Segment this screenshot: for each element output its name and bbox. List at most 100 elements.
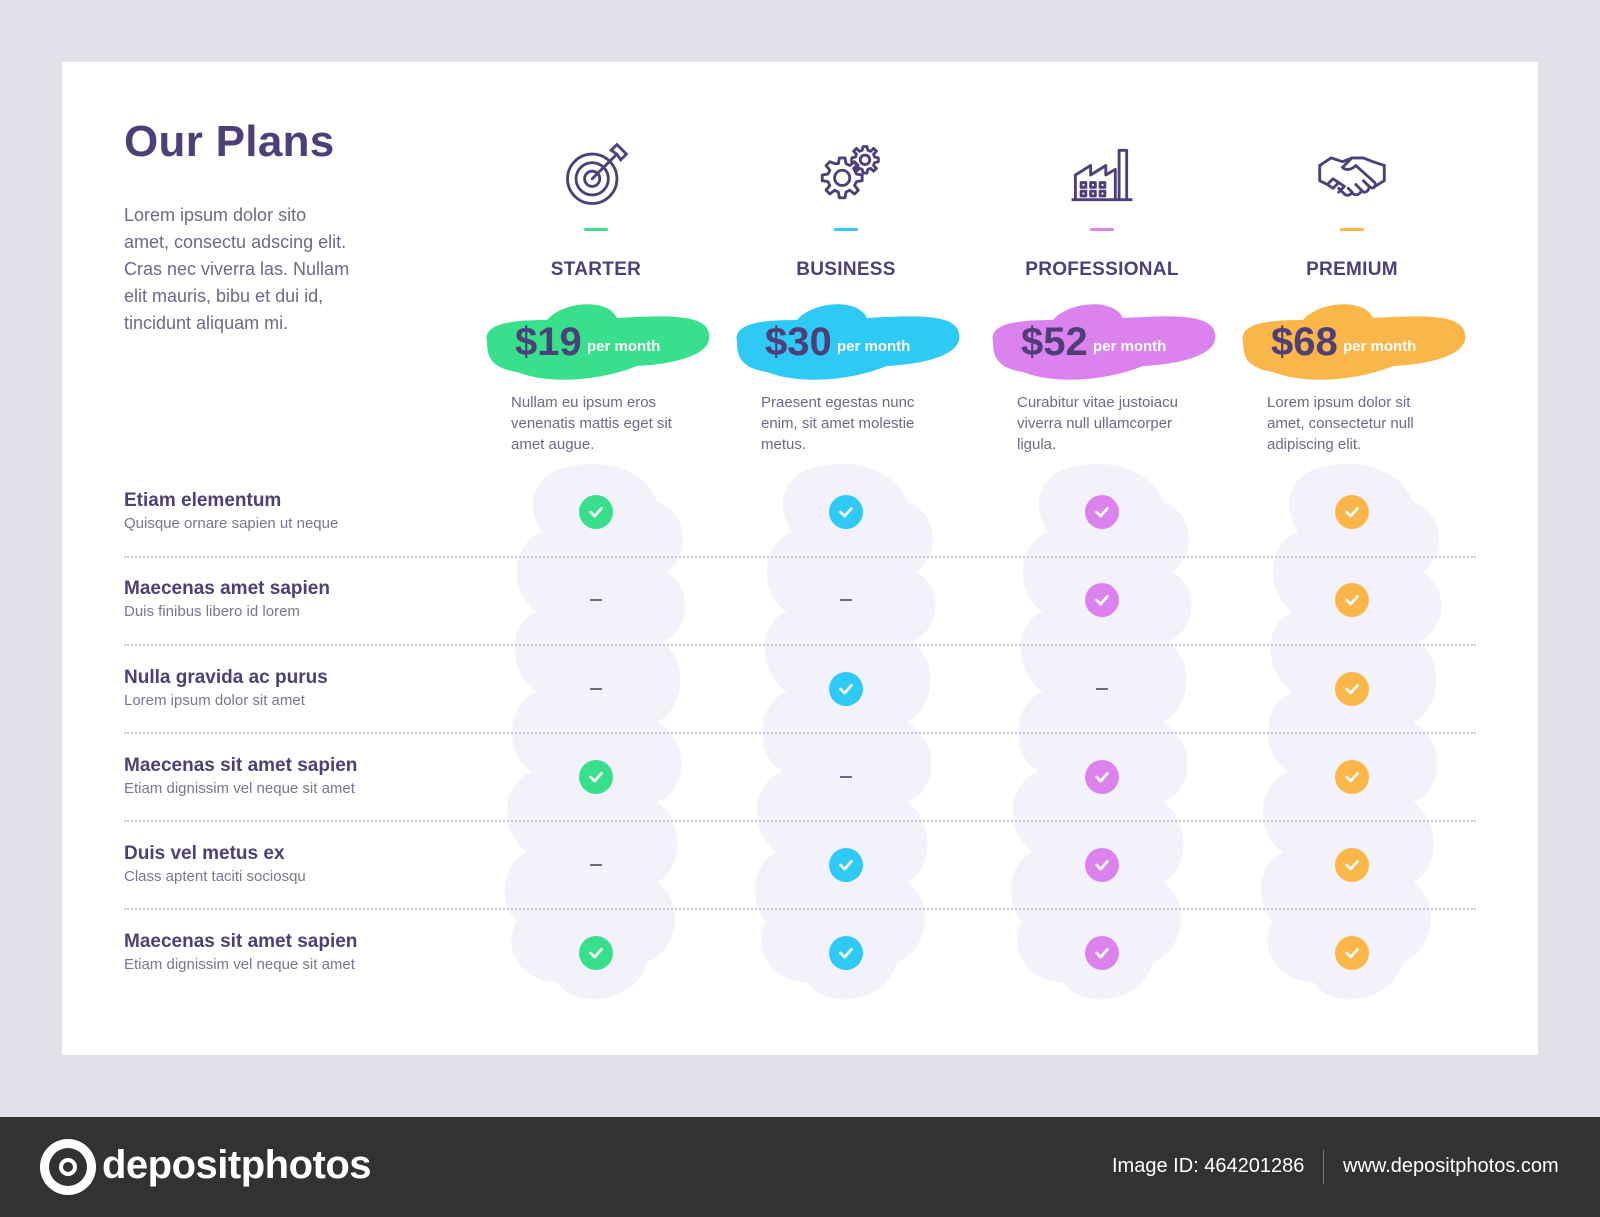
row-divider <box>124 556 1476 558</box>
price-badge: $30 per month <box>727 292 965 388</box>
unavailable-dash <box>840 776 852 778</box>
check-icon <box>1085 760 1119 794</box>
plan-name: STARTER <box>550 259 642 280</box>
check-icon <box>1085 583 1119 617</box>
check-icon <box>579 760 613 794</box>
check-icon <box>1335 495 1369 529</box>
plan-accent-dash <box>834 228 858 231</box>
factory-icon <box>977 130 1227 220</box>
check-badge <box>1335 760 1369 794</box>
footer-bar <box>0 1117 1600 1217</box>
column-bg-premium <box>1260 463 1442 1000</box>
check-badge <box>829 848 863 882</box>
dash-icon <box>1085 672 1119 706</box>
price-badge: $52 per month <box>983 292 1221 388</box>
plan-price: $52 <box>1021 320 1088 364</box>
feature-name: Maecenas sit amet sapien <box>124 931 358 952</box>
camera-logo-icon <box>40 1139 96 1195</box>
check-badge <box>579 936 613 970</box>
unavailable-dash <box>590 864 602 866</box>
column-bg-professional <box>1010 463 1192 1000</box>
column-bg-starter <box>504 463 686 1000</box>
brand-logo: depositphotos <box>102 1143 372 1187</box>
plan-period: per month <box>1093 338 1167 355</box>
check-badge <box>1335 936 1369 970</box>
check-badge <box>829 672 863 706</box>
page-title: Our Plans <box>124 117 335 166</box>
check-icon <box>829 848 863 882</box>
unavailable-dash <box>840 599 852 601</box>
feature-row-6: Maecenas sit amet sapien Etiam dignissim… <box>124 931 357 973</box>
footer-divider <box>1323 1150 1324 1184</box>
check-badge <box>1085 936 1119 970</box>
feature-subtitle: Duis finibus libero id lorem <box>124 603 300 620</box>
plan-name: PREMIUM <box>1306 259 1398 280</box>
feature-subtitle: Lorem ipsum dolor sit amet <box>124 692 305 709</box>
check-icon <box>1085 936 1119 970</box>
feature-row-5: Duis vel metus ex Class aptent taciti so… <box>124 843 306 885</box>
unavailable-dash <box>590 599 602 601</box>
row-divider <box>124 908 1476 910</box>
feature-name: Duis vel metus ex <box>124 843 285 864</box>
check-badge <box>829 936 863 970</box>
handshake-icon <box>1227 130 1477 220</box>
check-icon <box>829 672 863 706</box>
check-icon <box>1335 848 1369 882</box>
plan-period: per month <box>1343 338 1417 355</box>
check-badge <box>1085 583 1119 617</box>
column-bg-business <box>754 463 936 1000</box>
check-icon <box>1335 583 1369 617</box>
price-badge: $19 per month <box>477 292 715 388</box>
plan-price: $68 <box>1271 320 1338 364</box>
plan-period: per month <box>837 338 911 355</box>
plan-period: per month <box>587 338 661 355</box>
feature-row-2: Maecenas amet sapien Duis finibus libero… <box>124 578 330 620</box>
plan-description: Curabitur vitae justoiacu viverra null u… <box>1017 394 1178 453</box>
check-icon <box>1335 760 1369 794</box>
check-badge <box>1085 495 1119 529</box>
plan-name: PROFESSIONAL <box>1025 259 1179 280</box>
plan-accent-dash <box>1340 228 1364 231</box>
unavailable-dash <box>590 688 602 690</box>
check-badge <box>1085 848 1119 882</box>
check-badge <box>579 760 613 794</box>
feature-name: Maecenas amet sapien <box>124 578 330 599</box>
check-icon <box>829 936 863 970</box>
check-badge <box>579 495 613 529</box>
dash-icon <box>579 672 613 706</box>
plan-name: BUSINESS <box>796 259 896 280</box>
price-badge: $68 per month <box>1233 292 1471 388</box>
plan-price: $19 <box>515 320 582 364</box>
plan-description: Lorem ipsum dolor sit amet, consectetur … <box>1267 394 1414 453</box>
site-url: www.depositphotos.com <box>1343 1155 1559 1177</box>
check-badge <box>1085 760 1119 794</box>
check-icon <box>1335 672 1369 706</box>
dash-icon <box>579 848 613 882</box>
check-badge <box>1335 672 1369 706</box>
dash-icon <box>829 760 863 794</box>
check-icon <box>1085 495 1119 529</box>
row-divider <box>124 820 1476 822</box>
row-divider <box>124 732 1476 734</box>
image-id: Image ID: 464201286 <box>1112 1155 1305 1177</box>
dash-icon <box>579 583 613 617</box>
dash-icon <box>829 583 863 617</box>
feature-row-1: Etiam elementum Quisque ornare sapien ut… <box>124 490 338 532</box>
plan-accent-dash <box>1090 228 1114 231</box>
feature-name: Nulla gravida ac purus <box>124 667 328 688</box>
check-icon <box>1335 936 1369 970</box>
gears-icon <box>721 130 971 220</box>
plan-price: $30 <box>765 320 832 364</box>
feature-subtitle: Etiam dignissim vel neque sit amet <box>124 956 355 973</box>
check-badge <box>1335 848 1369 882</box>
check-icon <box>579 495 613 529</box>
unavailable-dash <box>1096 688 1108 690</box>
check-icon <box>1085 848 1119 882</box>
check-icon <box>829 495 863 529</box>
feature-subtitle: Quisque ornare sapien ut neque <box>124 515 339 532</box>
feature-subtitle: Etiam dignissim vel neque sit amet <box>124 780 355 797</box>
feature-name: Maecenas sit amet sapien <box>124 755 358 776</box>
plan-description: Praesent egestas nunc enim, sit amet mol… <box>761 394 915 453</box>
feature-name: Etiam elementum <box>124 490 282 511</box>
check-icon <box>579 936 613 970</box>
